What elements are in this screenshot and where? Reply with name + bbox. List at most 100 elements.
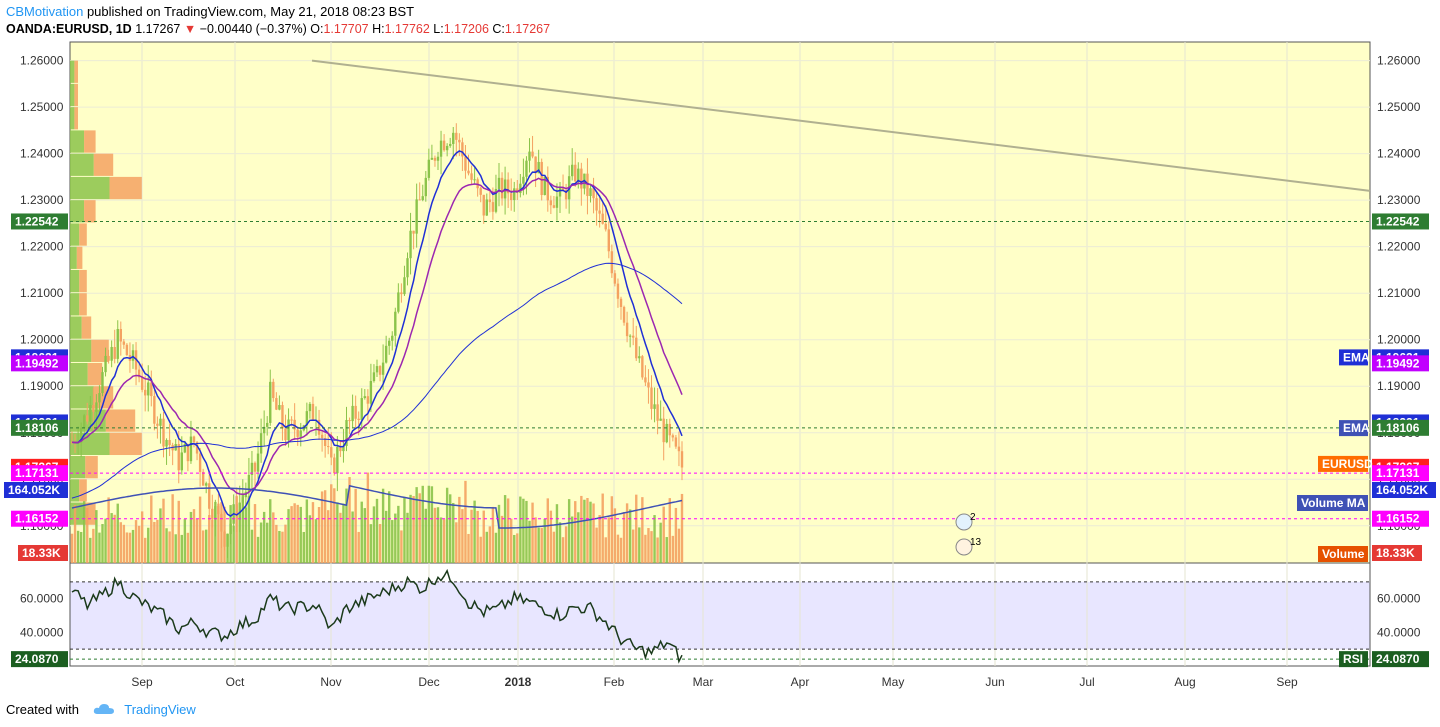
candle-body: [211, 508, 214, 520]
volume-bar: [537, 527, 540, 563]
volume-bar: [470, 509, 473, 563]
open-value: 1.17707: [323, 22, 369, 36]
candle-body: [494, 188, 498, 212]
candle-body: [412, 230, 415, 234]
candle-body: [400, 292, 403, 295]
volume-bar: [253, 504, 257, 563]
candle-body: [116, 328, 119, 359]
volume-bar: [418, 493, 421, 563]
candle-body: [577, 168, 580, 182]
rsi-line: [71, 568, 683, 664]
candle-body: [607, 229, 610, 252]
volume-bar: [330, 484, 333, 563]
price-label-right: 1.17131: [1376, 466, 1420, 480]
volume-bar: [137, 525, 141, 563]
price-label-left-bg: [11, 213, 68, 230]
candle-body: [198, 453, 202, 472]
volume-profile-down: [84, 200, 96, 223]
price-label-left: 1.18106: [15, 421, 59, 435]
candle-body: [592, 188, 595, 199]
volume-bar: [647, 528, 650, 563]
volume-profile-down: [109, 176, 142, 200]
candle-body: [430, 157, 434, 160]
candle-body: [256, 453, 260, 472]
candle-body: [333, 457, 336, 474]
trading-chart[interactable]: Sep Oct Nov Dec 2018 Feb Mar Apr May Jun Jul Aug Sep…: [0, 0, 1440, 700]
open-label: O:: [310, 22, 324, 36]
legend-tag-bg: [1318, 455, 1368, 472]
volume-bar: [98, 532, 101, 563]
price-label-right: 1.18106: [1376, 421, 1420, 435]
volume-profile-up: [70, 339, 92, 362]
tradingview-link[interactable]: TradingView: [124, 702, 196, 717]
volume-bar: [381, 488, 385, 563]
candle-body: [394, 311, 397, 336]
volume-bar: [522, 498, 525, 563]
y-tick-label-right: 1.25000: [1377, 100, 1421, 114]
candle-body: [427, 159, 431, 178]
candle-body: [381, 362, 385, 375]
volume-label-left: 18.33K: [22, 546, 61, 560]
candle-body: [275, 398, 278, 410]
volume-bar: [116, 503, 119, 563]
candle-body: [628, 335, 632, 337]
y-tick-label-right: 1.20000: [1377, 333, 1421, 347]
volume-bar: [400, 530, 403, 563]
candle-body: [287, 419, 290, 441]
volume-bar: [92, 528, 95, 563]
volume-bar: [104, 518, 107, 563]
candle-body: [589, 188, 592, 197]
candle-body: [284, 428, 287, 441]
candle-body: [186, 443, 190, 462]
volume-bar: [369, 524, 373, 563]
x-tick-label: Feb: [604, 675, 625, 689]
volume-bar: [592, 503, 595, 563]
publisher-link[interactable]: CBMotivation: [6, 4, 84, 19]
volume-bar: [372, 506, 376, 563]
candle-body: [247, 474, 251, 492]
candle-body: [625, 322, 629, 337]
candle-body: [415, 199, 418, 234]
candle-body: [89, 405, 92, 422]
candle-body: [488, 199, 492, 203]
volume-bar: [107, 497, 110, 563]
volume-bar: [375, 498, 379, 563]
candle-body: [558, 187, 562, 197]
candle-body: [635, 337, 638, 359]
legend-tag: Volume: [1322, 547, 1365, 561]
volume-bar: [336, 502, 339, 563]
legend-tag: EURUSD: [1322, 457, 1373, 471]
volume-ma-line: [71, 484, 683, 529]
legend-tag: EMA: [1343, 421, 1370, 435]
candle-body: [183, 443, 187, 453]
volume-bar: [674, 507, 678, 563]
candle-body: [165, 439, 168, 447]
volume-bar: [378, 524, 382, 563]
x-tick-label: Sep: [131, 675, 153, 689]
trendline: [311, 59, 1371, 192]
volume-bar: [314, 519, 318, 563]
candle-body: [580, 168, 583, 189]
volume-bar: [247, 496, 251, 563]
candle-body: [110, 346, 113, 361]
volume-bar: [180, 534, 183, 563]
candle-body: [293, 419, 296, 430]
volume-bar: [177, 500, 180, 563]
volume-bar: [86, 507, 89, 563]
volume-profile-up: [70, 386, 94, 409]
volume-bar: [70, 533, 74, 563]
volume-profile: [70, 60, 142, 525]
candle-body: [107, 355, 110, 361]
publish-header: CBMotivation published on TradingView.co…: [6, 4, 414, 19]
candle-body: [455, 132, 458, 140]
price-label-right: 1.16152: [1376, 512, 1420, 526]
candle-body: [680, 451, 684, 468]
candle-body: [113, 346, 116, 359]
candle-body: [384, 345, 388, 363]
volume-bar: [125, 532, 129, 563]
volume-bar: [415, 487, 418, 563]
horizontal-lines: [70, 220, 1370, 520]
candle-body: [217, 506, 220, 515]
volume-bar: [564, 526, 568, 563]
volume-bar: [391, 520, 394, 563]
